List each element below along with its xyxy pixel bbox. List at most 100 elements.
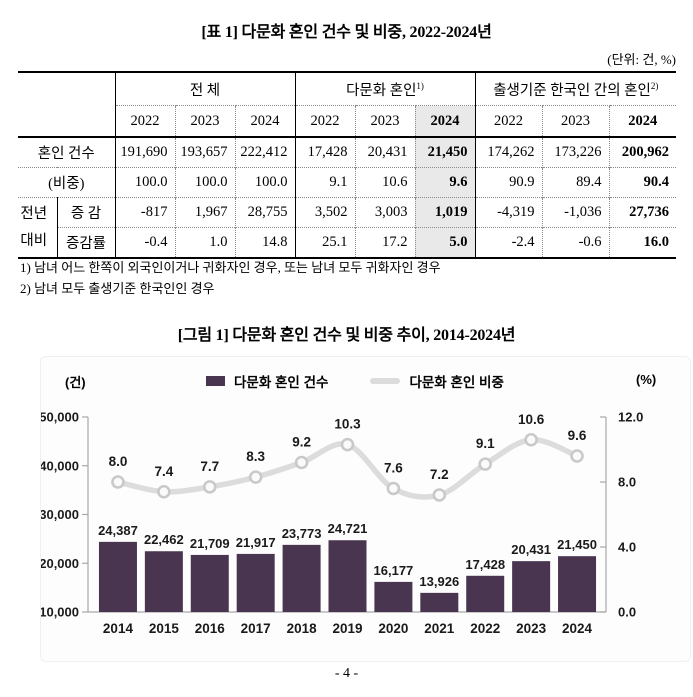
group-label: 전 체: [189, 82, 221, 99]
line-marker-2016: [202, 480, 217, 494]
bar-2021: [420, 592, 459, 612]
table-cell: 3,502: [294, 197, 355, 228]
left-axis-unit: (건): [65, 375, 86, 390]
right-tick-label: 8.0: [618, 475, 636, 490]
line-value-label: 7.4: [154, 464, 173, 479]
group-label: 다문화 혼인: [346, 82, 417, 99]
year-cell: 2023: [174, 105, 235, 138]
row-label: 혼인 건수: [37, 146, 95, 162]
table-row-change-rate: 증감률 -0.4 1.0 14.8 25.1 17.2 5.0 -2.4 -0.…: [18, 227, 677, 258]
table-cell: -0.4: [114, 227, 175, 258]
table-cell: 173,226: [541, 137, 610, 168]
left-tick-label: 10,000: [41, 605, 79, 620]
line-value-label: 9.2: [292, 435, 311, 450]
table-cell: -817: [114, 197, 175, 228]
table-cell: 191,690: [114, 137, 175, 168]
legend-item-bars: 다문화 혼인 건수: [206, 371, 328, 391]
table-cell: 9.6: [414, 167, 476, 198]
year-cell: 2024: [234, 105, 295, 138]
footnote-1: 1) 남녀 어느 한쪽이 외국인이거나 귀화자인 경우, 또는 남녀 모두 귀화…: [20, 260, 441, 275]
table-cell: 16.0: [608, 227, 677, 258]
stub-header-cell: [18, 72, 115, 138]
bar-2019: [328, 540, 367, 612]
year-cell: 2024: [608, 105, 677, 138]
bar-value-label: 24,387: [98, 523, 138, 538]
table-group-header-row: 전 체 다문화 혼인1) 출생기준 한국인 간의 혼인2): [18, 72, 677, 138]
bar-value-label: 16,177: [374, 563, 414, 578]
line-marker-2023: [524, 432, 538, 447]
table-cell: 200,962: [608, 137, 677, 168]
group-label: 출생기준 한국인 간의 혼인: [493, 82, 651, 99]
table-cell: 20,431: [354, 137, 415, 168]
table-cell: -0.6: [541, 227, 610, 258]
table-cell: 21,450: [414, 137, 476, 168]
table-cell: 17,428: [294, 137, 355, 168]
table-cell: 193,657: [174, 137, 235, 168]
line-value-label: 7.7: [200, 459, 219, 474]
year-cell: 2023: [354, 105, 415, 138]
legend-label: 다문화 혼인 건수: [234, 375, 329, 390]
x-axis-label: 2015: [149, 621, 180, 636]
bar-2020: [374, 581, 413, 612]
x-axis-label: 2024: [562, 621, 593, 636]
bar-2014: [98, 541, 137, 612]
x-axis-label: 2014: [103, 621, 134, 636]
table-cell: 89.4: [541, 167, 610, 198]
right-axis-unit: (%): [636, 372, 657, 387]
table-row-change: 전년 대비 증 감 -817 1,967 28,755 3,502 3,003 1…: [18, 197, 677, 258]
figure-title: [그림 1] 다문화 혼인 건수 및 비중 추이, 2014-2024년: [177, 327, 516, 344]
right-tick-label: 12.0: [618, 410, 643, 425]
bar-value-label: 20,431: [511, 542, 551, 557]
chart-legend: 다문화 혼인 건수 다문화 혼인 비중: [206, 371, 504, 391]
table-cell: 100.0: [114, 167, 175, 198]
line-marker-2024: [570, 449, 584, 463]
x-axis-label: 2016: [195, 621, 226, 636]
table-cell: 1.0: [174, 227, 235, 258]
legend-item-line: 다문화 혼인 비중: [370, 371, 504, 391]
table-cell: 17.2: [354, 227, 415, 258]
group-header-total: 전 체: [114, 72, 295, 106]
line-marker-2015: [157, 484, 171, 499]
bar-value-label: 13,926: [419, 574, 459, 589]
line-value-label: 7.6: [384, 461, 403, 476]
page-number: - 4 -: [334, 666, 359, 681]
footnote-2: 2) 남녀 모두 출생기준 한국인인 경우: [20, 281, 215, 296]
line-value-label: 10.6: [518, 412, 545, 427]
table-cell: 90.9: [474, 167, 543, 198]
bar-2024: [558, 556, 597, 612]
bar-2015: [144, 551, 183, 612]
bar-value-label: 22,462: [144, 532, 184, 547]
x-axis-label: 2020: [378, 621, 408, 636]
table-cell: 222,412: [234, 137, 295, 168]
table-cell: 10.6: [354, 167, 415, 198]
bar-value-label: 21,709: [190, 536, 230, 551]
x-axis-label: 2019: [332, 621, 362, 636]
right-tick-label: 0.0: [618, 605, 636, 620]
table-cell: -2.4: [474, 227, 543, 258]
line-marker-2018: [294, 455, 309, 470]
table-cell: 1,967: [174, 197, 235, 228]
table-cell: 100.0: [174, 167, 235, 198]
line-value-label: 8.3: [246, 449, 265, 464]
left-tick-label: 20,000: [41, 556, 79, 571]
line-marker-2017: [248, 470, 263, 484]
table-cell: 90.4: [608, 167, 677, 198]
bar-2022: [466, 575, 505, 612]
x-axis-label: 2022: [470, 621, 500, 636]
bar-value-label: 21,450: [557, 537, 597, 552]
footnote-marker: 1): [416, 80, 424, 91]
year-cell: 2022: [474, 105, 543, 138]
line-value-label: 7.2: [430, 467, 449, 482]
line-marker-2019: [340, 437, 355, 452]
row-label-yoy: 전년 대비: [18, 197, 57, 258]
year-cell: 2024: [414, 105, 476, 138]
line-value-label: 9.1: [476, 436, 495, 451]
table-title: [표 1] 다문화 혼인 건수 및 비중, 2022-2024년: [201, 24, 492, 41]
table-cell: -1,036: [541, 197, 610, 228]
line-value-label: 10.3: [334, 417, 361, 432]
line-marker-2020: [386, 481, 401, 496]
table-cell: 1,019: [414, 197, 476, 228]
x-axis-label: 2017: [241, 621, 271, 636]
year-cell: 2022: [114, 105, 175, 138]
bar-series-swatch-icon: [206, 376, 225, 386]
